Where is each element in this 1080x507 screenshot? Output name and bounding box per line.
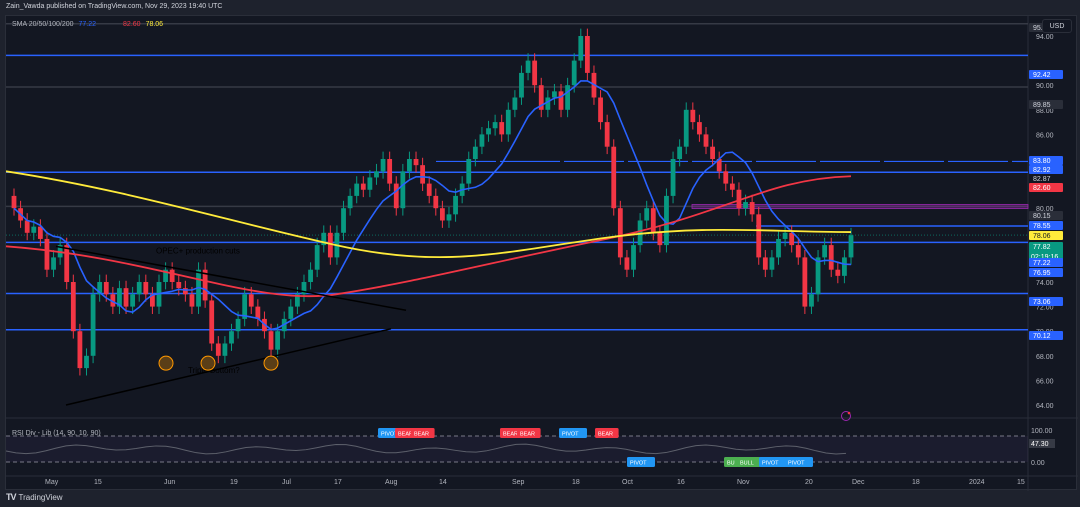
svg-text:19: 19 bbox=[230, 479, 238, 486]
svg-text:Sep: Sep bbox=[512, 479, 525, 486]
tradingview-logo-icon: TV bbox=[6, 492, 16, 502]
svg-text:73.06: 73.06 bbox=[1033, 299, 1051, 306]
svg-text:0.00: 0.00 bbox=[1031, 460, 1045, 467]
sma20-value: 77.22 bbox=[78, 21, 97, 28]
svg-text:100.00: 100.00 bbox=[1031, 428, 1053, 435]
svg-text:80.15: 80.15 bbox=[1033, 213, 1051, 220]
price-chart[interactable]: OPEC+ production cuts Triple Bottom? PIVOT… bbox=[6, 16, 1078, 491]
svg-text:PIVOT: PIVOT bbox=[762, 461, 779, 467]
svg-text:64.00: 64.00 bbox=[1036, 403, 1054, 410]
svg-text:83.80: 83.80 bbox=[1033, 158, 1051, 165]
rsi-indicator-label[interactable]: RSI Div - Lib (14, 90, 10, 90) bbox=[12, 430, 101, 437]
svg-text:PIVOT: PIVOT bbox=[630, 461, 647, 467]
svg-text:74.00: 74.00 bbox=[1036, 280, 1054, 287]
svg-text:78.55: 78.55 bbox=[1033, 223, 1051, 230]
sma-legend[interactable]: SMA 20/50/100/200 77.22 82.60 78.06 bbox=[12, 21, 163, 28]
svg-text:BULL: BULL bbox=[740, 461, 754, 467]
svg-text:95.00: 95.00 bbox=[1033, 25, 1051, 32]
svg-text:15: 15 bbox=[1017, 479, 1025, 486]
chart-panel[interactable]: SMA 20/50/100/200 77.22 82.60 78.06 USD … bbox=[5, 15, 1078, 491]
svg-text:18: 18 bbox=[912, 479, 920, 486]
svg-text:89.85: 89.85 bbox=[1033, 102, 1051, 109]
svg-text:PIVOT: PIVOT bbox=[788, 461, 805, 467]
svg-text:OPEC+ production cuts: OPEC+ production cuts bbox=[156, 247, 240, 256]
svg-text:77.22: 77.22 bbox=[1033, 260, 1051, 267]
svg-text:PIVOT: PIVOT bbox=[381, 432, 398, 438]
svg-text:78.06: 78.06 bbox=[1033, 233, 1051, 240]
svg-text:82.87: 82.87 bbox=[1033, 176, 1051, 183]
currency-button[interactable]: USD bbox=[1042, 19, 1072, 33]
svg-text:20: 20 bbox=[805, 479, 813, 486]
svg-text:86.00: 86.00 bbox=[1036, 132, 1054, 139]
tradingview-footer[interactable]: TV TradingView bbox=[6, 492, 63, 502]
svg-text:BEAR: BEAR bbox=[598, 432, 613, 438]
svg-text:16: 16 bbox=[677, 479, 685, 486]
svg-text:BEAR: BEAR bbox=[520, 432, 535, 438]
svg-text:Triple Bottom?: Triple Bottom? bbox=[188, 366, 240, 375]
svg-text:82.60: 82.60 bbox=[1033, 185, 1051, 192]
svg-text:17: 17 bbox=[334, 479, 342, 486]
sma-legend-name: SMA 20/50/100/200 bbox=[12, 21, 74, 28]
svg-text:Aug: Aug bbox=[385, 479, 398, 486]
svg-text:90.00: 90.00 bbox=[1036, 83, 1054, 90]
svg-text:Jun: Jun bbox=[164, 479, 175, 486]
publisher-header: Zain_Vawda published on TradingView.com,… bbox=[6, 3, 223, 10]
svg-text:94.00: 94.00 bbox=[1036, 34, 1054, 41]
svg-text:02:19:16: 02:19:16 bbox=[1031, 254, 1058, 261]
svg-text:47.30: 47.30 bbox=[1031, 441, 1049, 448]
svg-text:PIVOT: PIVOT bbox=[562, 432, 579, 438]
svg-text:May: May bbox=[45, 479, 59, 486]
svg-text:BEAR: BEAR bbox=[414, 432, 429, 438]
svg-text:Jul: Jul bbox=[282, 479, 291, 486]
svg-text:Dec: Dec bbox=[852, 479, 865, 486]
svg-text:66.00: 66.00 bbox=[1036, 378, 1054, 385]
svg-text:68.00: 68.00 bbox=[1036, 354, 1054, 361]
svg-text:15: 15 bbox=[94, 479, 102, 486]
svg-text:BU: BU bbox=[727, 461, 735, 467]
svg-text:76.95: 76.95 bbox=[1033, 270, 1051, 277]
svg-text:80.00: 80.00 bbox=[1036, 206, 1054, 213]
svg-text:BEAR: BEAR bbox=[398, 432, 413, 438]
svg-text:Nov: Nov bbox=[737, 479, 750, 486]
svg-text:77.82: 77.82 bbox=[1033, 244, 1051, 251]
svg-text:14: 14 bbox=[439, 479, 447, 486]
sma200-value: 78.06 bbox=[145, 21, 164, 28]
svg-text:70.12: 70.12 bbox=[1033, 333, 1051, 340]
svg-text:BEAR: BEAR bbox=[503, 432, 518, 438]
svg-text:2024: 2024 bbox=[969, 479, 985, 486]
svg-text:Oct: Oct bbox=[622, 479, 633, 486]
sma100-value: 82.60 bbox=[123, 21, 141, 28]
svg-text:92.42: 92.42 bbox=[1033, 72, 1051, 79]
svg-text:88.00: 88.00 bbox=[1036, 108, 1054, 115]
svg-text:82.92: 82.92 bbox=[1033, 167, 1051, 174]
brand-name: TradingView bbox=[18, 492, 63, 502]
svg-text:72.00: 72.00 bbox=[1036, 305, 1054, 312]
svg-text:18: 18 bbox=[572, 479, 580, 486]
